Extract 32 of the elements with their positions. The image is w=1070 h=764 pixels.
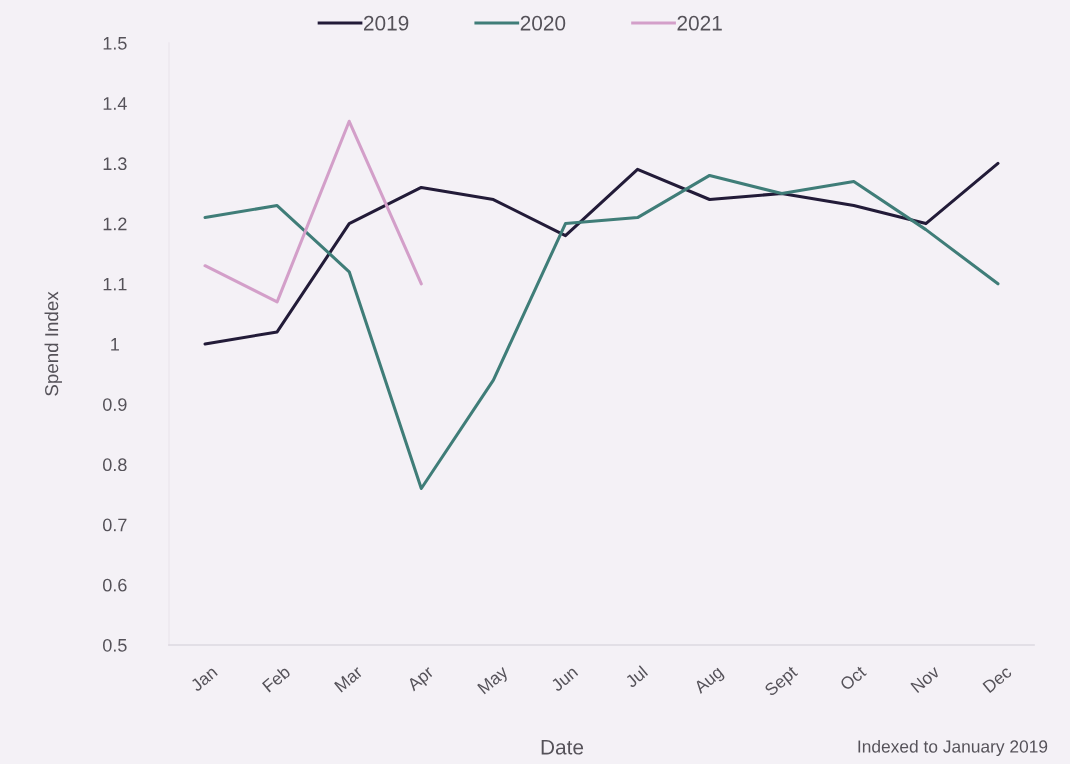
line-series	[203, 161, 1000, 346]
line-series	[203, 119, 423, 304]
x-tick-label: Aug	[693, 665, 726, 697]
y-tick-label: 1.1	[103, 277, 127, 291]
x-axis-title: Date	[541, 740, 584, 755]
y-tick-label: 0.5	[102, 638, 127, 652]
y-tick-label: 0.9	[102, 398, 127, 411]
legend-label: 2019	[363, 15, 409, 31]
y-tick-label: 0.8	[102, 458, 127, 472]
x-tick-label: Jun	[550, 665, 579, 693]
x-tick-label: Mar	[334, 665, 364, 693]
y-tick-label: 1	[111, 338, 119, 351]
x-tick-label: Jul	[624, 665, 649, 689]
y-tick-label: 0.6	[102, 578, 127, 592]
y-axis-title: Spend Index	[44, 291, 62, 396]
y-tick-label: 1.5	[103, 37, 127, 50]
x-tick-label: Feb	[261, 664, 292, 693]
x-tick-label: Jan	[189, 665, 218, 693]
y-tick-label: 0.7	[102, 518, 127, 532]
x-tick-label: Apr	[406, 665, 437, 695]
x-tick-label: Sept	[763, 664, 801, 700]
x-tick-label: Dec	[982, 665, 1013, 694]
legend-label: 2020	[520, 15, 566, 31]
line-series	[203, 173, 1000, 491]
y-tick-label: 1.3	[103, 157, 127, 171]
y-tick-label: 1.4	[103, 97, 127, 110]
legend-label: 2021	[677, 15, 722, 31]
x-tick-label: May	[477, 664, 512, 698]
y-tick-label: 1.2	[103, 217, 127, 231]
x-tick-label: Oct	[839, 664, 868, 692]
x-tick-label: Nov	[910, 664, 941, 694]
text: Indexed to January 2019	[858, 739, 1048, 757]
